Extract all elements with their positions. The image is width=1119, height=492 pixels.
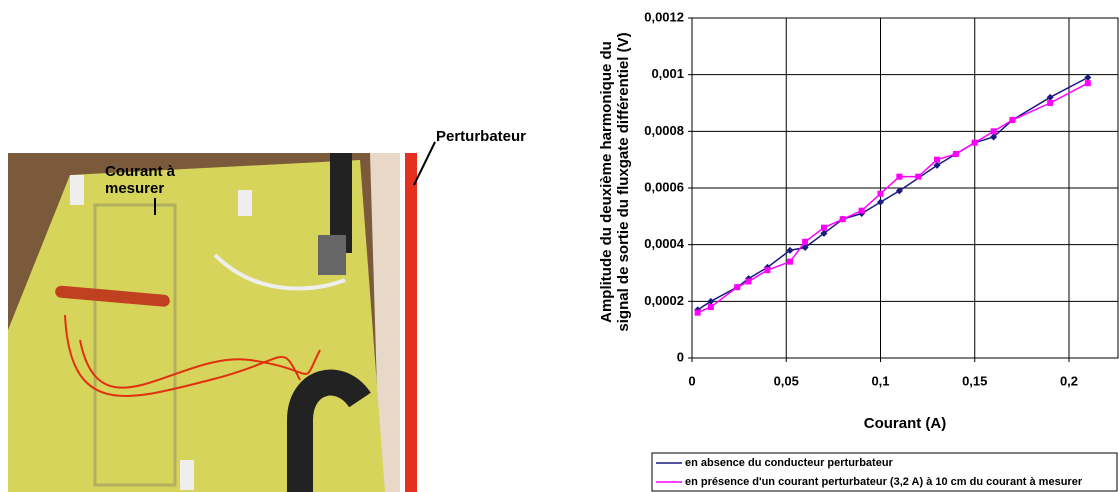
x-tick-label: 0 xyxy=(688,373,695,388)
marker xyxy=(896,173,903,180)
marker xyxy=(934,156,941,163)
marker xyxy=(858,207,865,214)
photo-trace xyxy=(93,203,177,487)
marker xyxy=(707,304,714,310)
chart: 0 0,0002 0,0004 0,0006 0,0008 0,001 0,0012 0 0,0… xyxy=(644,9,1118,485)
photo-spacer xyxy=(238,190,252,216)
photo-red-conductor xyxy=(405,153,417,492)
marker xyxy=(786,246,794,254)
y-tick-label: 0,0012 xyxy=(644,9,684,24)
marker xyxy=(802,238,809,245)
marker xyxy=(1084,74,1092,81)
marker xyxy=(1046,93,1054,101)
marker xyxy=(734,284,741,291)
series-line xyxy=(697,82,1089,314)
marker xyxy=(877,190,884,197)
photo-arrow xyxy=(413,141,436,186)
marker xyxy=(787,258,794,265)
marker xyxy=(876,198,884,206)
y-tick-label: 0,001 xyxy=(651,66,684,81)
x-tick-label: 0,15 xyxy=(962,373,987,388)
y-axis-label: Amplitude du deuxième harmonique du sign… xyxy=(598,32,632,332)
marker xyxy=(915,173,922,180)
marker xyxy=(707,297,715,305)
legend xyxy=(651,452,1118,492)
y-tick-label: 0 xyxy=(677,349,684,364)
marker xyxy=(1009,117,1016,123)
photo-wire xyxy=(79,339,321,389)
photo-cable xyxy=(287,369,371,492)
marker xyxy=(764,267,771,274)
y-tick-label: 0,0006 xyxy=(644,179,684,194)
y-tick-label: 0,0002 xyxy=(644,293,684,308)
photo-coil xyxy=(55,285,170,307)
marker xyxy=(990,133,998,141)
x-tick-label: 0,1 xyxy=(871,373,889,388)
photo-label: Perturbateur xyxy=(436,128,527,145)
marker xyxy=(990,128,997,135)
marker xyxy=(1084,80,1091,87)
photo-label: Courant à mesurer xyxy=(105,163,176,197)
photo xyxy=(8,141,436,492)
photo-connector xyxy=(318,235,346,275)
y-tick-label: 0,0004 xyxy=(644,236,685,251)
marker xyxy=(1047,100,1054,106)
marker xyxy=(745,278,752,285)
legend-label: en absence du conducteur perturbateur xyxy=(685,457,894,469)
photo-wire xyxy=(64,314,301,397)
x-tick-label: 0,05 xyxy=(774,373,799,388)
photo-wire-white xyxy=(213,253,346,291)
x-axis-label: Courant (A) xyxy=(864,415,947,432)
marker xyxy=(971,139,978,146)
marker xyxy=(801,244,809,251)
marker xyxy=(933,161,941,169)
marker xyxy=(820,224,827,231)
marker xyxy=(694,309,701,316)
marker xyxy=(895,187,903,195)
photo-cable xyxy=(330,153,352,253)
legend-label: en présence d'un courant perturbateur (3… xyxy=(685,476,1083,488)
photo-board xyxy=(8,160,385,492)
x-tick-label: 0,2 xyxy=(1060,373,1078,388)
photo-spacer xyxy=(180,460,194,490)
marker xyxy=(839,216,846,223)
marker xyxy=(820,229,828,237)
photo-spacer xyxy=(70,175,84,205)
marker xyxy=(952,151,959,157)
y-tick-label: 0,0008 xyxy=(644,123,684,138)
